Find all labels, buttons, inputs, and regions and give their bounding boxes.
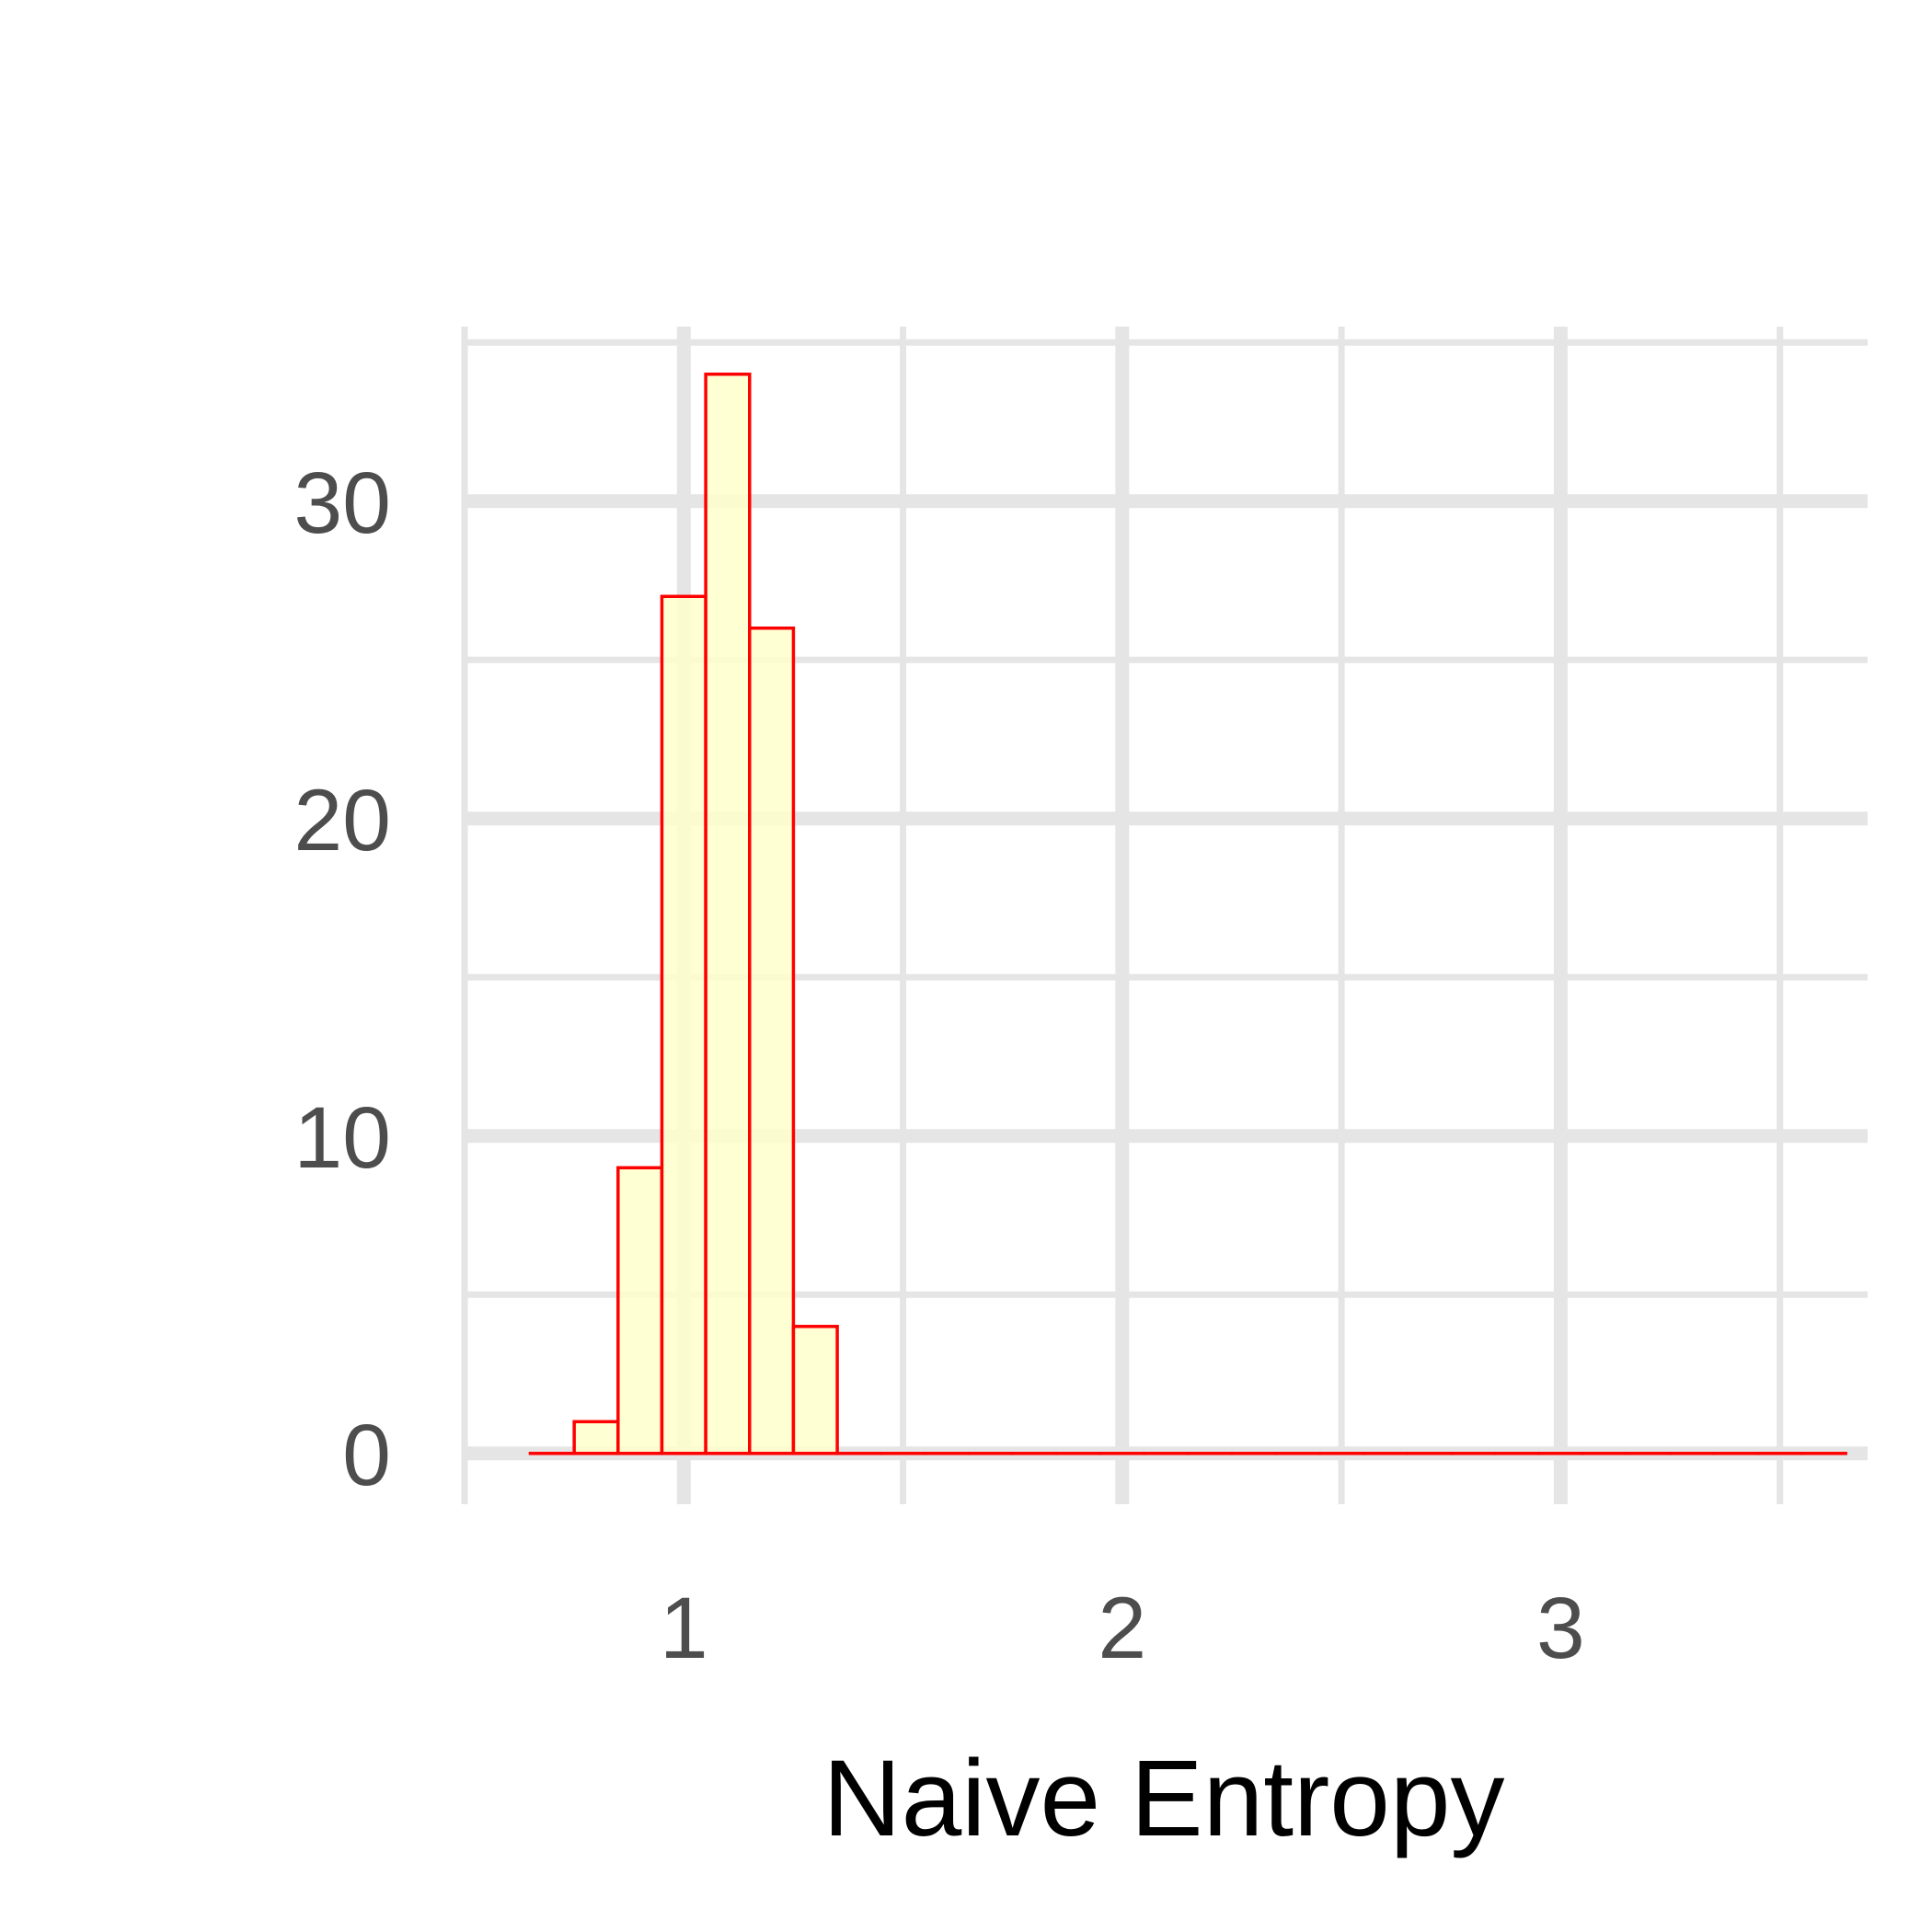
histogram-bar	[572, 1420, 620, 1455]
histogram-bars	[528, 373, 1847, 1455]
y-tick-label: 0	[342, 1407, 391, 1504]
histogram-bar	[660, 594, 707, 1455]
x-axis-title: Naive Entropy	[822, 1738, 1504, 1859]
histogram-bar	[748, 627, 796, 1455]
x-tick-label: 3	[1536, 1580, 1585, 1677]
y-axis-tick-labels: 0 10 20 30	[293, 454, 391, 1504]
y-tick-label: 20	[293, 772, 391, 869]
y-tick-label: 10	[293, 1089, 391, 1187]
y-tick-label: 30	[293, 454, 391, 552]
x-axis-tick-labels: 1 2 3	[660, 1580, 1585, 1677]
histogram-bar	[791, 1325, 839, 1455]
histogram-bar	[616, 1166, 664, 1455]
histogram-bar	[704, 373, 752, 1455]
x-tick-label: 2	[1098, 1580, 1146, 1677]
x-tick-label: 1	[660, 1580, 708, 1677]
